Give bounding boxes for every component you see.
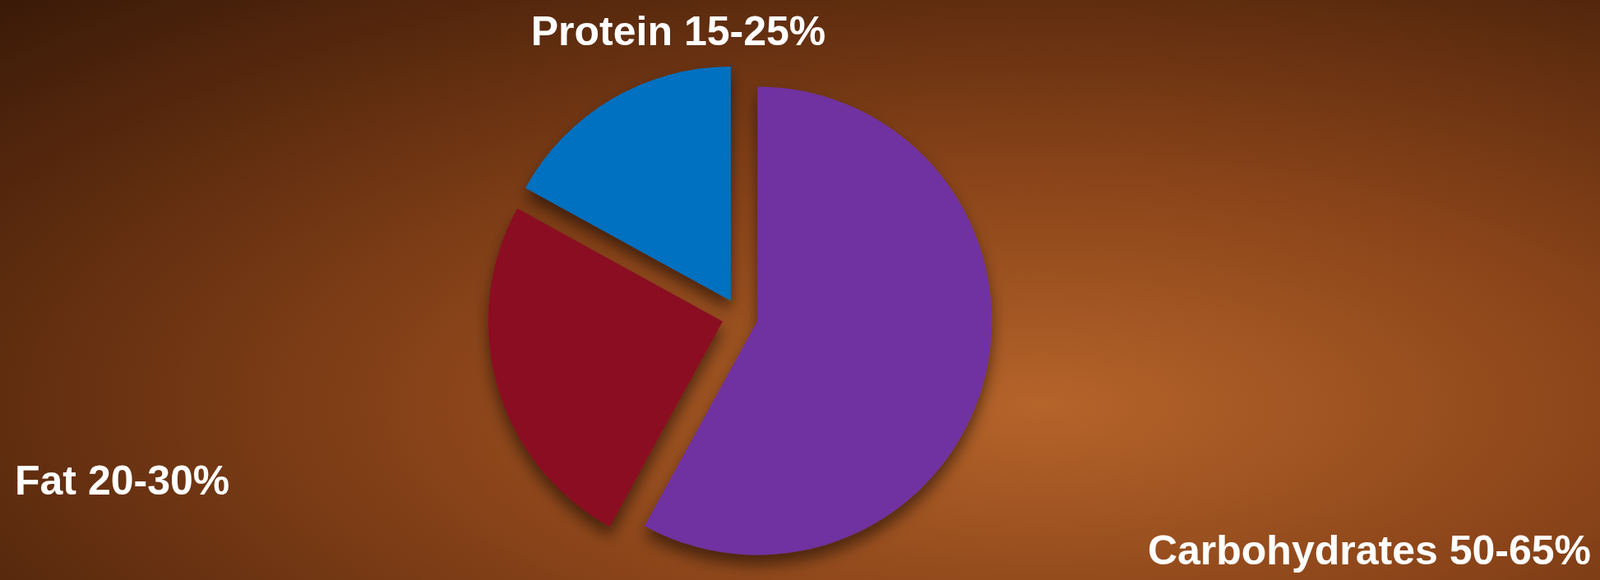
svg-text:Carbohydrates 50-65%: Carbohydrates 50-65% <box>1147 527 1591 574</box>
svg-text:Protein 15-25%: Protein 15-25% <box>531 8 826 55</box>
svg-text:Fat 20-30%: Fat 20-30% <box>14 457 230 505</box>
